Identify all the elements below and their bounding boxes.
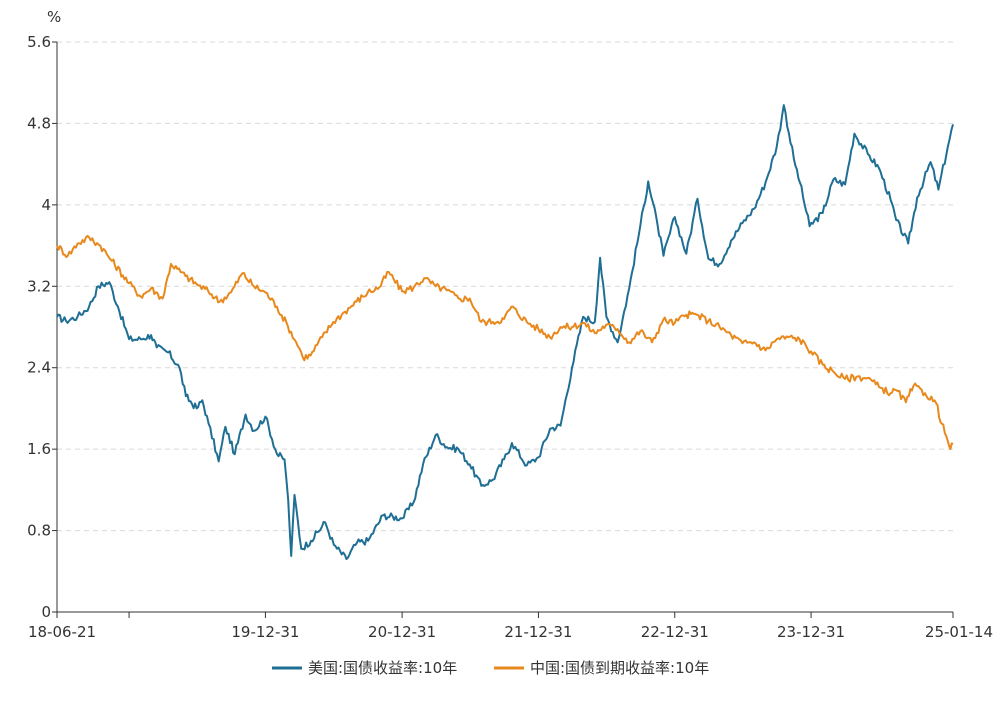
china-10y-bond-yield-line	[56, 234, 954, 451]
x-tick-label: 25-01-14	[925, 623, 993, 641]
y-tick-label: 5.6	[27, 33, 51, 51]
x-tick-label: 19-12-31	[231, 623, 299, 641]
y-axis-unit-label: %	[47, 8, 61, 26]
y-tick-label: 4	[41, 196, 51, 214]
x-tick-label: 22-12-31	[641, 623, 709, 641]
x-tick-label: 20-12-31	[368, 623, 436, 641]
us-10y-treasury-yield-line	[56, 104, 954, 561]
y-tick-label: 3.2	[27, 277, 51, 295]
legend-label: 美国:国债收益率:10年	[308, 659, 457, 677]
y-tick-label: 0.8	[27, 522, 51, 540]
legend: 美国:国债收益率:10年 中国:国债到期收益率:10年	[272, 659, 709, 677]
y-tick-label: 4.8	[27, 114, 51, 132]
y-tick-label: 2.4	[27, 359, 51, 377]
y-tick-label: 1.6	[27, 440, 51, 458]
y-tick-label: 0	[41, 603, 51, 621]
x-tick-label: 23-12-31	[777, 623, 845, 641]
x-tick-label: 21-12-31	[504, 623, 572, 641]
legend-label: 中国:国债到期收益率:10年	[530, 659, 709, 677]
axes: 0 0.8 1.6 2.4 3.2 4 4.8 5.6 18-06-21 19-12-31 20-1…	[27, 33, 993, 641]
series-lines	[56, 104, 954, 561]
x-tick-label: 18-06-21	[28, 623, 96, 641]
